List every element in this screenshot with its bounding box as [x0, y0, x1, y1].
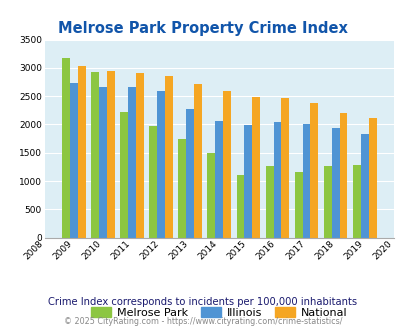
Bar — [294, 172, 302, 238]
Bar — [281, 98, 288, 238]
Bar — [207, 153, 215, 238]
Legend: Melrose Park, Illinois, National: Melrose Park, Illinois, National — [86, 303, 351, 322]
Bar — [352, 165, 360, 238]
Bar — [302, 124, 310, 238]
Bar — [186, 109, 194, 238]
Bar — [128, 87, 136, 238]
Bar — [99, 87, 107, 238]
Bar — [136, 73, 143, 238]
Text: Crime Index corresponds to incidents per 100,000 inhabitants: Crime Index corresponds to incidents per… — [48, 297, 357, 307]
Bar — [157, 91, 164, 238]
Bar — [62, 58, 70, 238]
Bar — [265, 166, 273, 238]
Bar — [323, 166, 331, 238]
Text: Melrose Park Property Crime Index: Melrose Park Property Crime Index — [58, 21, 347, 36]
Bar — [120, 112, 128, 238]
Bar — [360, 134, 368, 238]
Bar — [70, 83, 77, 238]
Bar — [252, 97, 260, 238]
Bar — [244, 125, 252, 238]
Text: © 2025 CityRating.com - https://www.cityrating.com/crime-statistics/: © 2025 CityRating.com - https://www.city… — [64, 317, 341, 326]
Bar — [236, 175, 244, 238]
Bar — [91, 72, 99, 238]
Bar — [107, 71, 114, 238]
Bar — [331, 128, 339, 238]
Bar — [215, 121, 223, 238]
Bar — [339, 113, 347, 238]
Bar — [149, 126, 157, 238]
Bar — [194, 84, 201, 238]
Bar — [164, 76, 173, 238]
Bar — [310, 103, 318, 238]
Bar — [77, 66, 85, 238]
Bar — [368, 118, 375, 238]
Bar — [273, 122, 281, 238]
Bar — [223, 91, 230, 238]
Bar — [178, 139, 186, 238]
